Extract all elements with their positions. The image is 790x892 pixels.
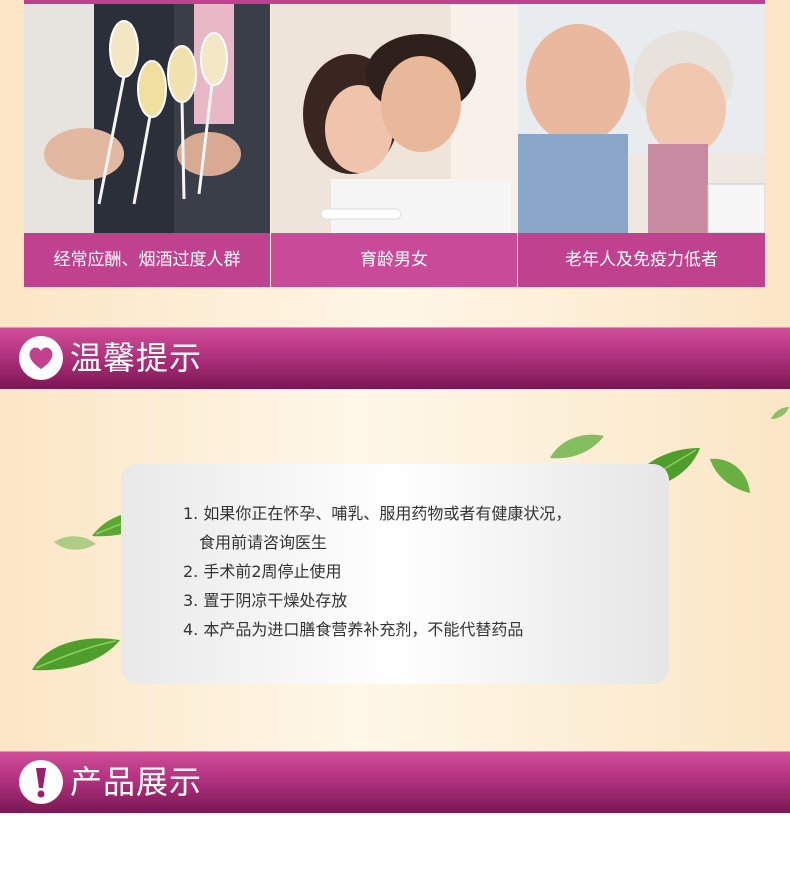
leaf-icon xyxy=(30,632,122,678)
leaf-icon xyxy=(770,405,790,425)
toast-photo xyxy=(24,4,270,233)
audience-photo-row xyxy=(24,4,765,233)
heart-icon xyxy=(19,336,63,380)
leaf-icon xyxy=(548,430,606,466)
tips-card xyxy=(121,464,669,684)
audience-label-childbearing: 育龄男女 xyxy=(271,233,517,287)
product-header-bar: 产品展示 xyxy=(0,751,790,813)
top-accent-strip xyxy=(24,0,765,4)
tips-list: 1. 如果你正在怀孕、哺乳、服用药物或者有健康状况， 食用前请咨询医生 2. 手… xyxy=(183,499,653,644)
audience-label-row: 经常应酬、烟酒过度人群 育龄男女 老年人及免疫力低者 xyxy=(24,233,765,287)
tip-item-surgery: 2. 手术前2周停止使用 xyxy=(183,562,342,581)
tips-header-bar: 温馨提示 xyxy=(0,327,790,389)
exclamation-icon xyxy=(19,760,63,804)
tips-title: 温馨提示 xyxy=(70,339,203,377)
elderly-photo xyxy=(518,4,765,233)
product-title: 产品展示 xyxy=(70,763,203,801)
tip-item-pregnancy: 1. 如果你正在怀孕、哺乳、服用药物或者有健康状况， xyxy=(183,504,572,523)
couple-photo xyxy=(271,4,517,233)
tip-item-pregnancy-cont: 食用前请咨询医生 xyxy=(199,533,328,552)
leaf-icon xyxy=(708,455,752,499)
audience-label-elderly: 老年人及免疫力低者 xyxy=(518,233,765,287)
tip-item-storage: 3. 置于阴凉干燥处存放 xyxy=(183,591,348,610)
tip-item-supplement: 4. 本产品为进口膳食营养补充剂，不能代替药品 xyxy=(183,620,524,639)
audience-label-drinkers: 经常应酬、烟酒过度人群 xyxy=(24,233,270,287)
leaf-icon xyxy=(52,532,98,558)
